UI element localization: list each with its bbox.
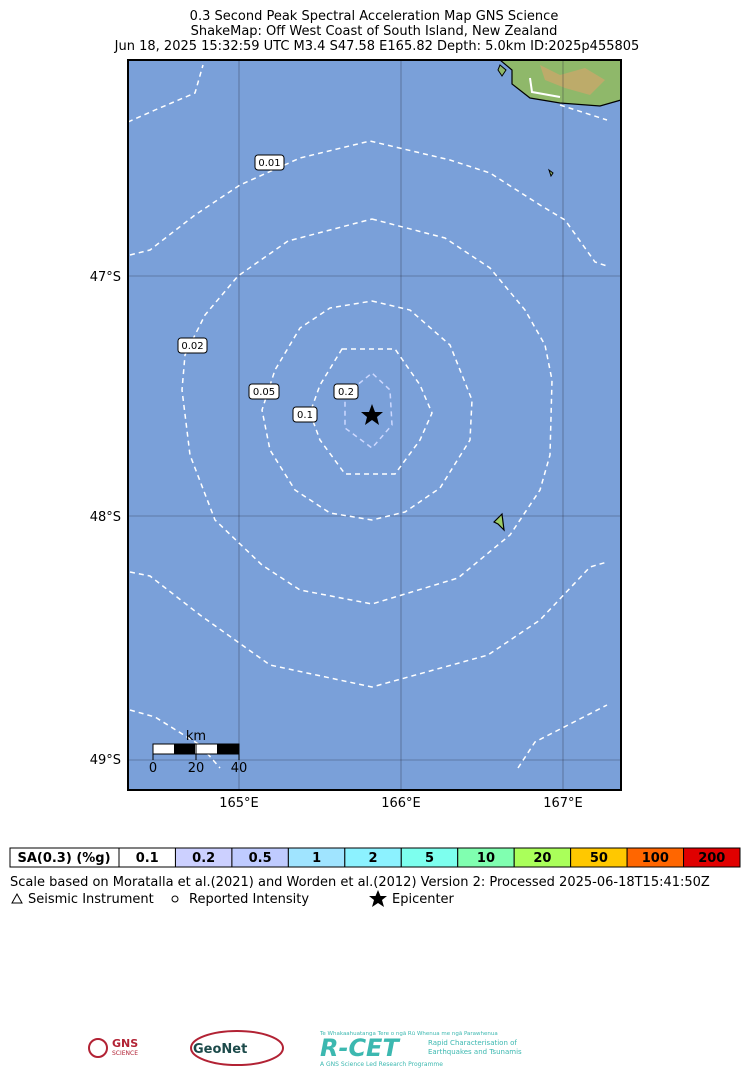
- logo-text: GeoNet: [193, 1042, 247, 1057]
- scale-label: 0: [149, 761, 157, 776]
- epicenter: [361, 404, 383, 425]
- logo-text: A GNS Science Led Research Programme: [320, 1061, 443, 1068]
- legend-label: 200: [698, 851, 725, 866]
- title-line: Jun 18, 2025 15:32:59 UTC M3.4 S47.58 E1…: [114, 39, 640, 54]
- logo-text: GNS: [112, 1037, 138, 1050]
- logos: GNS SCIENCE GeoNet Te Whakaahuatanga Ter…: [88, 1030, 522, 1068]
- svg-text:0.1: 0.1: [297, 410, 313, 421]
- lon-label: 166°E: [381, 796, 421, 811]
- map: 0.01 0.02 0.05 0.1 0.2 km 0 20 40: [127, 59, 622, 791]
- scale-label: 20: [188, 761, 205, 776]
- legend-swatch: [683, 847, 741, 868]
- symbol-label: Seismic Instrument: [28, 892, 154, 907]
- legend-label: 0.2: [192, 851, 215, 866]
- svg-text:0.2: 0.2: [338, 387, 354, 398]
- title-line: 0.3 Second Peak Spectral Acceleration Ma…: [190, 9, 559, 24]
- svg-text:0.01: 0.01: [258, 158, 280, 169]
- legend-label: 100: [642, 851, 669, 866]
- contour-label: 0.1: [292, 406, 318, 423]
- legend-label: 10: [477, 851, 495, 866]
- lon-label: 167°E: [543, 796, 583, 811]
- logo-text: Te Whakaahuatanga Tere o ngā Rū Whenua m…: [319, 1031, 498, 1037]
- logo-text: Earthquakes and Tsunamis: [428, 1048, 522, 1056]
- legend-label: 5: [425, 851, 434, 866]
- legend-label: 20: [533, 851, 551, 866]
- legend-label: 0.1: [136, 851, 159, 866]
- lat-label: 48°S: [90, 510, 121, 525]
- legend-label: 2: [369, 851, 378, 866]
- symbol-label: Epicenter: [392, 892, 455, 907]
- legend-label: 1: [312, 851, 321, 866]
- legend-label: 50: [590, 851, 608, 866]
- legend-label: 0.5: [249, 851, 272, 866]
- legend-note: Scale based on Moratalla et al.(2021) an…: [10, 875, 710, 890]
- logo-text: R-CET: [320, 1034, 400, 1062]
- scale-label: 40: [231, 761, 248, 776]
- legend-title: SA(0.3) (%g): [17, 851, 110, 866]
- logo-text: SCIENCE: [112, 1050, 138, 1057]
- title-line: ShakeMap: Off West Coast of South Island…: [191, 24, 558, 39]
- logo-text: Rapid Characterisation of: [428, 1039, 517, 1047]
- contour-label: 0.05: [248, 383, 280, 400]
- svg-text:0.02: 0.02: [181, 341, 203, 352]
- legend-bar: SA(0.3) (%g) 0.1 0.2 0.5 1 2 5 10 20 50 100 200: [9, 847, 741, 868]
- contour-label: 0.02: [177, 337, 208, 354]
- lat-label: 47°S: [90, 270, 121, 285]
- scale-unit: km: [186, 729, 206, 744]
- svg-text:0.05: 0.05: [253, 387, 275, 398]
- lat-label: 49°S: [90, 753, 121, 768]
- symbol-label: Reported Intensity: [189, 892, 309, 907]
- scale-bar: km 0 20 40: [149, 729, 247, 776]
- contour-label: 0.01: [254, 154, 285, 171]
- contour-label: 0.2: [333, 383, 359, 400]
- lon-label: 165°E: [219, 796, 259, 811]
